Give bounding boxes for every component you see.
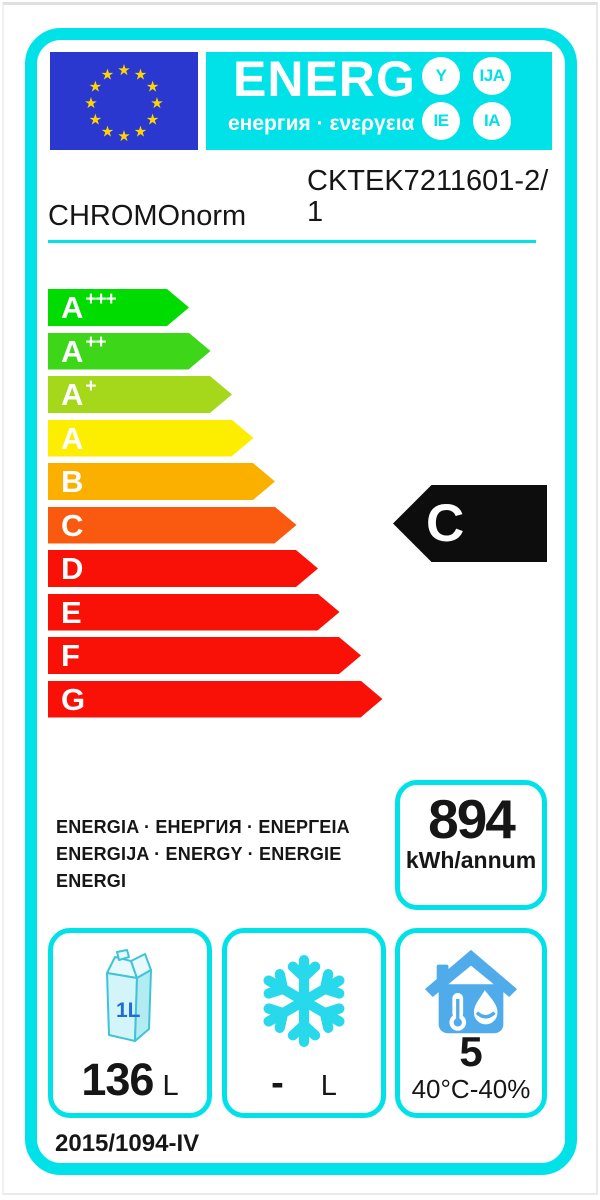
freezer-unit: L (320, 1070, 337, 1102)
grade-arrow-f: F (48, 637, 361, 674)
energy-logo-subtitle: енергия · ενεργεια (228, 112, 415, 135)
grade-sup: ++ (85, 332, 106, 353)
energy-logo-circles: Y IJA IE IA (422, 57, 511, 140)
energy-suffix-circle-ia: IA (473, 102, 511, 140)
consumption-value: 894 (428, 788, 516, 850)
grade-arrow-b: B (48, 463, 275, 500)
eu-flag: ★ ★ ★ ★ ★ ★ ★ ★ ★ ★ ★ ★ (50, 52, 198, 150)
grade-arrow-a-plus-plus-plus: A +++ (48, 289, 189, 326)
climate-class-value: 5 (459, 1028, 483, 1075)
climate-box: 5 40°C-40% (395, 928, 547, 1118)
rating-scale: A +++ A ++ A + A B C D E F G (48, 289, 383, 724)
eu-star: ★ (146, 78, 159, 96)
regulation-number: 2015/1094-IV (55, 1130, 200, 1157)
energy-logo-word: ENERG (233, 51, 416, 107)
grade-letter: B (61, 464, 84, 499)
eu-flag-stars: ★ ★★★★★★★★★★★ (84, 61, 163, 145)
eu-star: ★ (84, 94, 97, 112)
grade-arrow-e: E (48, 594, 340, 631)
eu-star: ★ (150, 94, 163, 112)
eu-star: ★ (117, 61, 130, 79)
eu-star: ★ (146, 111, 159, 129)
brand-name: CHROMOnorm (48, 200, 247, 232)
freezer-box: - L (222, 928, 386, 1118)
eu-star: ★ (89, 111, 102, 129)
eu-stars: ★ ★★★★★★★★★★★ (84, 61, 163, 145)
carton-volume-label: 1L (116, 999, 141, 1022)
rating-indicator-letter: C (426, 494, 465, 553)
energy-words-line-1: ENERGIA · ЕНЕРГИЯ · ΕΝΕΡΓΕΙΑ (56, 817, 350, 837)
house-climate-icon (424, 949, 518, 1034)
thermometer-icon (449, 993, 467, 1031)
roof-shape (424, 949, 518, 997)
milk-carton-icon: 1L (106, 949, 152, 1042)
grade-letter: F (61, 638, 80, 673)
eu-star: ★ (134, 65, 147, 83)
header-divider (48, 240, 536, 243)
eu-star: ★ (101, 123, 114, 141)
droplet-icon (473, 990, 498, 1025)
climate-condition: 40°C-40% (411, 1074, 531, 1104)
grade-sup: +++ (85, 288, 116, 310)
grade-letter: A (61, 333, 84, 369)
energy-suffix-circle-y: Y (422, 57, 460, 95)
grade-arrow-a-plus-plus: A ++ (48, 333, 211, 370)
snowflake-icon (246, 949, 362, 1053)
grade-arrow-a: A (48, 420, 254, 457)
grade-arrow-c: C (48, 507, 297, 544)
energy-suffix-circle-ija: IJA (473, 57, 511, 95)
annual-consumption-box: 894 kWh/annum (395, 780, 547, 910)
grade-letter: A (61, 290, 84, 325)
energy-suffix-circle-ie: IE (422, 102, 460, 140)
fridge-value: 136 (81, 1054, 154, 1105)
energy-logo-band: ENERG енергия · ενεργεια Y IJA IE IA (206, 51, 552, 150)
grade-letter: C (61, 507, 84, 543)
model-number: CKTEK7211601-2/1 (307, 165, 549, 228)
energy-words: ENERGIA · ЕНЕРГИЯ · ΕΝΕΡΓΕΙΑ ENERGIJA · … (56, 814, 350, 895)
eu-star: ★ (117, 127, 130, 145)
label-border (25, 28, 577, 1175)
consumption-unit: kWh/annum (405, 847, 537, 874)
grade-arrow-g: G (48, 681, 383, 718)
eu-star: ★ (134, 123, 147, 141)
grade-letter: A (61, 377, 84, 412)
eu-star: ★ (101, 65, 114, 83)
energy-words-line-3: ENERGI (56, 871, 127, 891)
freezer-value: - (271, 1062, 284, 1104)
grade-arrow-a-plus: A + (48, 376, 232, 413)
grade-letter: E (61, 594, 82, 630)
fridge-unit: L (162, 1070, 179, 1102)
grade-letter: D (61, 551, 84, 586)
grade-letter: G (61, 681, 86, 717)
fridge-box: 1L 136 L (48, 928, 212, 1118)
grade-arrow-d: D (48, 550, 318, 587)
grade-letter: A (61, 420, 84, 456)
eu-star: ★ (89, 78, 102, 96)
energy-words-line-2: ENERGIJA · ENERGY · ENERGIE (56, 844, 342, 864)
grade-sup: + (85, 375, 96, 397)
